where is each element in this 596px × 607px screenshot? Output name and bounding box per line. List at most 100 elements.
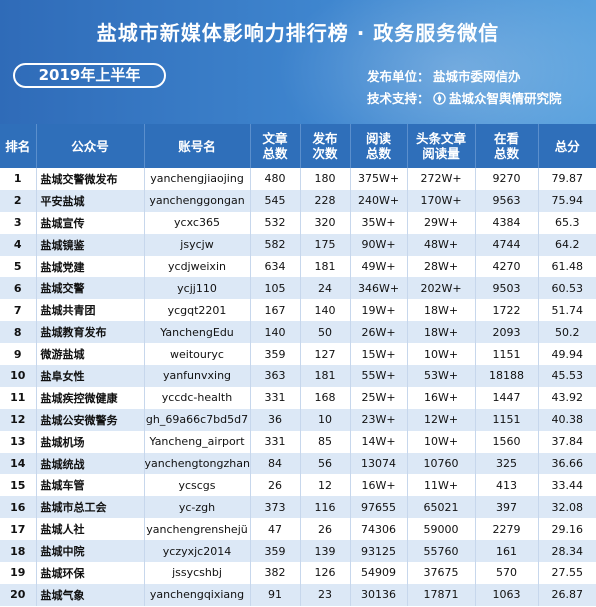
cell-rank: 18 (0, 540, 37, 563)
cell-account-id: ycgqt2201 (144, 299, 251, 322)
cell-headline-reads: 170W+ (407, 189, 476, 212)
table-header-row: 排名 公众号 账号名 文章 总数 发布 次数 阅读 总数 头条文章 阅读量 在看 总数 总分 (0, 124, 596, 168)
cell-total-score: 61.48 (538, 255, 596, 278)
cell-rank: 12 (0, 408, 37, 431)
table-row: 5 盐城党建 ycdjweixin 634 181 49W+ 28W+ 4270 61.48 (0, 255, 596, 278)
column-header-headline-reads: 头条文章 阅读量 (407, 124, 476, 168)
cell-headline-reads: 10W+ (407, 430, 476, 453)
cell-rank: 5 (0, 255, 37, 278)
cell-headline-reads: 48W+ (407, 233, 476, 256)
table-row: 2 平安盐城 yanchenggongan 545 228 240W+ 170W+ 9563 7… (0, 189, 596, 212)
cell-post-count: 116 (300, 496, 351, 519)
cell-read-total: 74306 (350, 518, 408, 541)
cell-account-id: yanchenggongan (144, 189, 251, 212)
cell-article-total: 545 (250, 189, 301, 212)
cell-rank: 7 (0, 299, 37, 322)
cell-read-total: 19W+ (350, 299, 408, 322)
cell-account-id: yanchengrenshejü (144, 518, 251, 541)
cell-article-total: 634 (250, 255, 301, 278)
cell-account-name: 盐城宣传 (36, 211, 145, 234)
cell-rank: 16 (0, 496, 37, 519)
column-header-account-name: 公众号 (36, 124, 145, 168)
column-header-account-id: 账号名 (144, 124, 251, 168)
cell-headline-reads: 53W+ (407, 365, 476, 387)
cell-post-count: 168 (300, 386, 351, 409)
table-row: 6 盐城交警 ycjj110 105 24 346W+ 202W+ 9503 60.53 (0, 277, 596, 300)
cell-read-total: 54909 (350, 562, 408, 584)
cell-total-score: 51.74 (538, 299, 596, 322)
cell-read-total: 90W+ (350, 233, 408, 256)
cell-read-total: 30136 (350, 583, 408, 606)
cell-read-total: 35W+ (350, 211, 408, 234)
column-header-read-total: 阅读 总数 (350, 124, 408, 168)
cell-article-total: 382 (250, 562, 301, 584)
cell-account-id: YanchengEdu (144, 321, 251, 344)
table-row: 17 盐城人社 yanchengrenshejü 47 26 74306 59000 2279… (0, 518, 596, 541)
cell-account-name: 盐城人社 (36, 518, 145, 541)
cell-account-name: 盐城统战 (36, 452, 145, 475)
cell-account-name: 盐城车管 (36, 474, 145, 497)
cell-rank: 6 (0, 277, 37, 300)
cell-read-total: 13074 (350, 452, 408, 475)
cell-total-score: 43.92 (538, 386, 596, 409)
cell-post-count: 140 (300, 299, 351, 322)
cell-total-score: 49.94 (538, 343, 596, 366)
cell-account-name: 盐城市总工会 (36, 496, 145, 519)
cell-headline-reads: 55760 (407, 540, 476, 563)
table-row: 8 盐城教育发布 YanchengEdu 140 50 26W+ 18W+ 2093 50.2 (0, 321, 596, 344)
cell-rank: 10 (0, 365, 37, 387)
cell-rank: 19 (0, 562, 37, 584)
cell-account-name: 盐城党建 (36, 255, 145, 278)
table-row: 15 盐城车管 ycscgs 26 12 16W+ 11W+ 413 33.44 (0, 474, 596, 497)
period-badge: 2019年上半年 (13, 63, 166, 88)
cell-read-total: 14W+ (350, 430, 408, 453)
cell-read-total: 23W+ (350, 408, 408, 431)
cell-account-name: 盐城共青团 (36, 299, 145, 322)
table-row: 13 盐城机场 Yancheng_airport 331 85 14W+ 10W+ 1560 3… (0, 430, 596, 453)
cell-article-total: 480 (250, 168, 301, 190)
cell-post-count: 139 (300, 540, 351, 563)
cell-rank: 13 (0, 430, 37, 453)
cell-account-id: yc-zgh (144, 496, 251, 519)
table-row: 12 盐城公安微警务 gh_69a66c7bd5d7 36 10 23W+ 12W+ 1151… (0, 408, 596, 431)
column-header-total-score: 总分 (538, 124, 596, 168)
cell-headline-reads: 202W+ (407, 277, 476, 300)
cell-read-total: 346W+ (350, 277, 408, 300)
cell-likes-total: 2279 (475, 518, 539, 541)
cell-total-score: 75.94 (538, 189, 596, 212)
table-row: 9 微游盐城 weitouryc 359 127 15W+ 10W+ 1151 49.94 (0, 343, 596, 366)
table-row: 4 盐城镜鉴 jsycjw 582 175 90W+ 48W+ 4744 64.2 (0, 233, 596, 256)
cell-total-score: 26.87 (538, 583, 596, 606)
cell-headline-reads: 18W+ (407, 321, 476, 344)
publisher-line: 发布单位： 盐城市委网信办 (367, 66, 521, 85)
cell-post-count: 320 (300, 211, 351, 234)
cell-read-total: 55W+ (350, 365, 408, 387)
cell-article-total: 140 (250, 321, 301, 344)
cell-read-total: 375W+ (350, 168, 408, 190)
cell-account-id: ycjj110 (144, 277, 251, 300)
cell-account-id: yanchengjiaojing (144, 168, 251, 190)
cell-likes-total: 4384 (475, 211, 539, 234)
cell-rank: 8 (0, 321, 37, 344)
cell-account-id: yanchengqixiang (144, 583, 251, 606)
cell-account-name: 盐城交警微发布 (36, 168, 145, 190)
cell-article-total: 105 (250, 277, 301, 300)
cell-post-count: 12 (300, 474, 351, 497)
table-body: 1 盐城交警微发布 yanchengjiaojing 480 180 375W+ 272W+… (0, 168, 596, 606)
cell-likes-total: 4744 (475, 233, 539, 256)
cell-total-score: 27.55 (538, 562, 596, 584)
cell-account-name: 盐城公安微警务 (36, 408, 145, 431)
cell-rank: 15 (0, 474, 37, 497)
cell-read-total: 25W+ (350, 386, 408, 409)
cell-headline-reads: 272W+ (407, 168, 476, 190)
cell-article-total: 91 (250, 583, 301, 606)
support-label: 技术支持： (367, 91, 430, 106)
cell-post-count: 180 (300, 168, 351, 190)
cell-post-count: 23 (300, 583, 351, 606)
cell-likes-total: 1722 (475, 299, 539, 322)
cell-rank: 1 (0, 168, 37, 190)
cell-likes-total: 413 (475, 474, 539, 497)
cell-rank: 4 (0, 233, 37, 256)
cell-read-total: 97655 (350, 496, 408, 519)
publisher-value: 盐城市委网信办 (433, 69, 521, 84)
